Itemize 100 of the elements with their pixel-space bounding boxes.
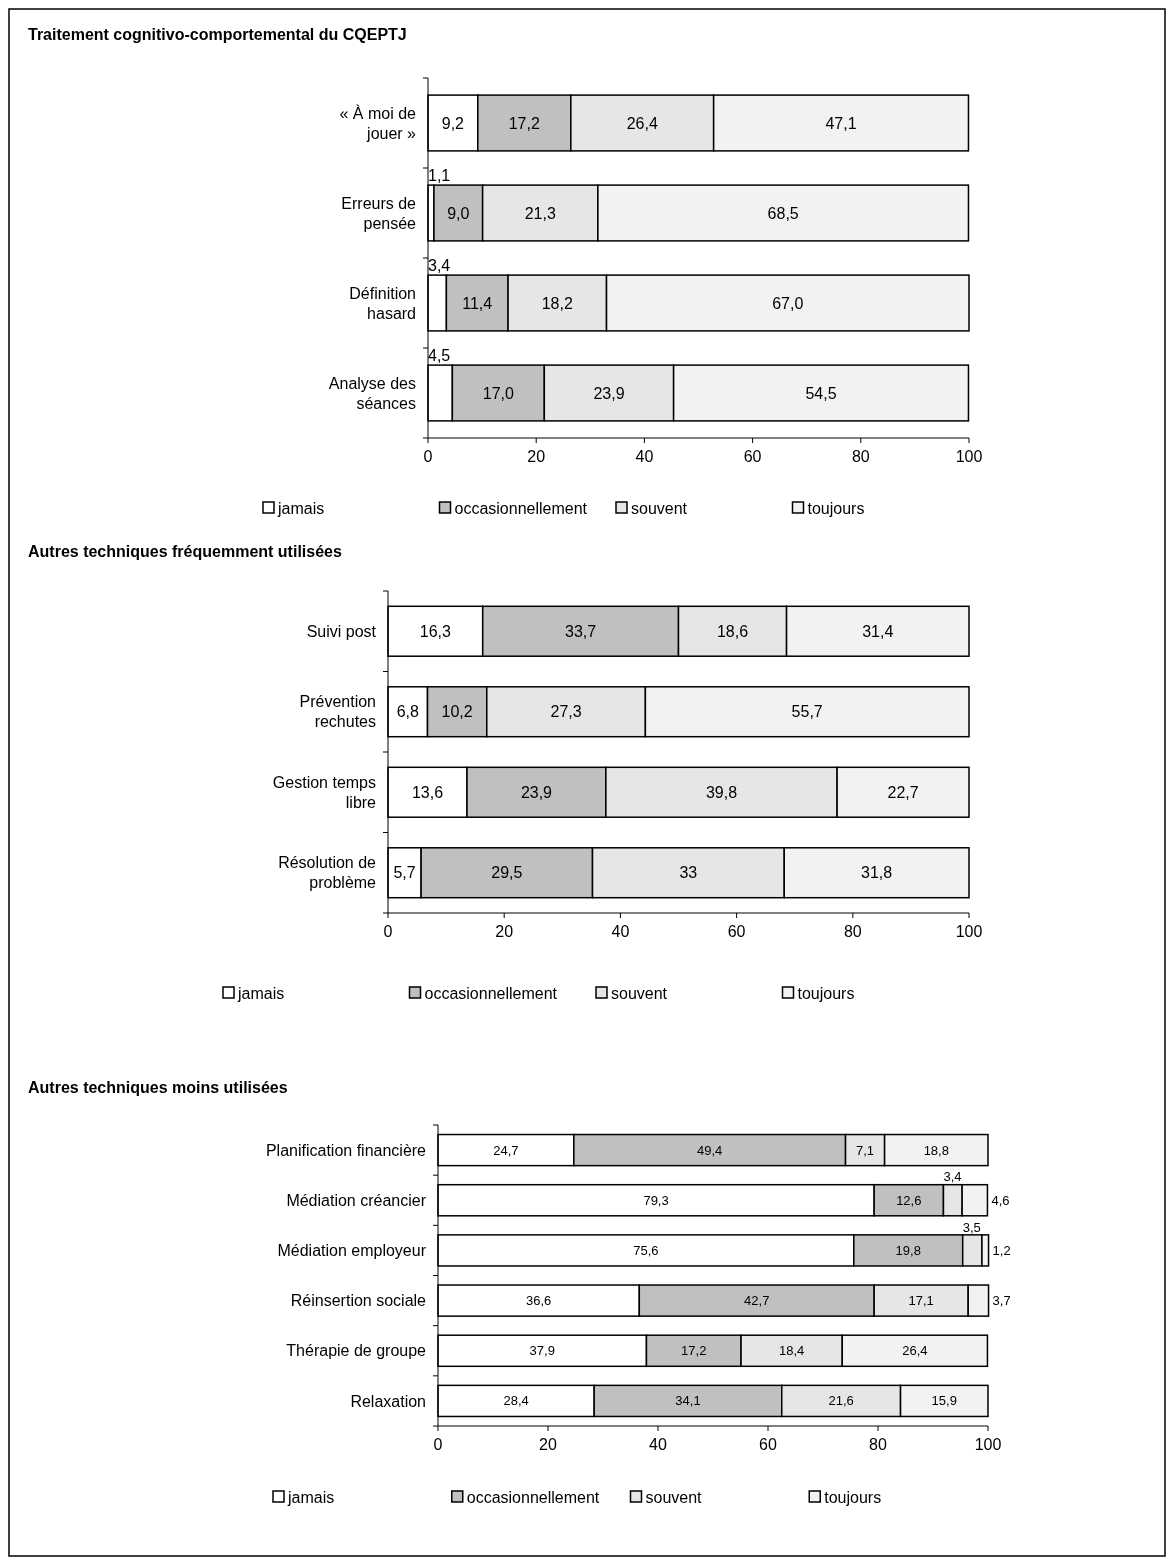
data-label: 39,8 bbox=[705, 783, 738, 801]
legend-label: souvent bbox=[631, 499, 688, 517]
x-tick-label: 20 bbox=[527, 448, 546, 465]
data-label: 47,1 bbox=[825, 114, 857, 132]
data-label: 17,2 bbox=[681, 1343, 707, 1359]
y-tick-label: Résolution de problème bbox=[278, 854, 377, 892]
data-label: 19,8 bbox=[895, 1242, 921, 1258]
legend-label: occasionnellement bbox=[466, 1488, 600, 1506]
data-label: 18,6 bbox=[716, 622, 749, 640]
y-tick-label: Réinsertion sociale bbox=[290, 1292, 427, 1310]
data-label: 4,6 bbox=[991, 1192, 1010, 1208]
text: Autres techniques fréquemment utilisées bbox=[28, 543, 342, 560]
y-tick-label: « À moi de jouer » bbox=[339, 103, 417, 142]
x-tick-label: 40 bbox=[611, 923, 630, 940]
x-tick-label: 80 bbox=[851, 448, 870, 465]
data-label: 1,2 bbox=[992, 1242, 1011, 1258]
text: Autres techniques moins utilisées bbox=[28, 1079, 288, 1096]
y-tick-label: Erreurs de pensée bbox=[341, 194, 417, 232]
legend-label: jamais bbox=[287, 1488, 335, 1506]
x-tick-label: 20 bbox=[495, 923, 514, 940]
text: Traitement cognitivo-comportemental du CQEPTJ bbox=[28, 26, 407, 43]
legend-label: toujours bbox=[807, 499, 865, 517]
data-label: 23,9 bbox=[593, 384, 625, 402]
x-tick-label: 100 bbox=[955, 923, 983, 940]
legend-label: occasionnellement bbox=[454, 499, 588, 517]
data-label: 21,6 bbox=[828, 1393, 854, 1409]
data-label: 3,5 bbox=[962, 1219, 981, 1235]
x-tick-label: 0 bbox=[433, 1436, 443, 1453]
data-label: 55,7 bbox=[791, 703, 823, 721]
data-label: 13,6 bbox=[411, 783, 444, 801]
x-tick-label: 60 bbox=[727, 923, 746, 940]
x-tick-label: 40 bbox=[635, 448, 654, 465]
data-label: 11,4 bbox=[462, 294, 493, 312]
y-tick-label: Médiation créancier bbox=[286, 1191, 427, 1209]
data-label: 24,7 bbox=[493, 1142, 519, 1158]
data-label: 3,4 bbox=[428, 257, 451, 274]
data-label: 34,1 bbox=[675, 1393, 701, 1409]
legend-label: occasionnellement bbox=[424, 984, 558, 1002]
data-label: 23,9 bbox=[520, 783, 553, 801]
data-label: 37,9 bbox=[529, 1343, 555, 1359]
x-tick-label: 100 bbox=[955, 448, 983, 465]
data-label: 49,4 bbox=[697, 1142, 723, 1158]
data-label: 17,2 bbox=[508, 114, 540, 132]
data-label: 28,4 bbox=[503, 1393, 529, 1409]
data-label: 16,3 bbox=[419, 622, 452, 640]
y-tick-label: Définition hasard bbox=[349, 284, 416, 322]
data-label: 31,8 bbox=[861, 864, 893, 882]
data-label: 12,6 bbox=[896, 1192, 922, 1208]
data-label: 67,0 bbox=[772, 294, 804, 312]
y-tick-label: Thérapie de groupe bbox=[286, 1342, 427, 1360]
data-label: 18,4 bbox=[778, 1343, 805, 1359]
y-tick-label: Suivi post bbox=[306, 622, 377, 640]
data-label: 68,5 bbox=[767, 204, 799, 222]
legend-label: souvent bbox=[645, 1488, 703, 1506]
data-label: 7,1 bbox=[856, 1142, 875, 1158]
data-label: 21,3 bbox=[524, 204, 556, 222]
y-tick-label: Planification financière bbox=[265, 1141, 427, 1159]
data-label: 15,9 bbox=[931, 1393, 957, 1409]
data-label: 26,4 bbox=[902, 1343, 928, 1359]
x-tick-label: 20 bbox=[539, 1436, 557, 1453]
legend-label: toujours bbox=[824, 1488, 882, 1506]
legend-label: jamais bbox=[237, 984, 285, 1002]
data-label: 33,7 bbox=[565, 622, 597, 640]
y-tick-label: Gestion temps libre bbox=[272, 773, 377, 811]
data-label: 9,2 bbox=[441, 114, 465, 132]
data-label: 31,4 bbox=[862, 622, 894, 640]
x-tick-label: 40 bbox=[649, 1436, 667, 1453]
x-tick-label: 100 bbox=[974, 1436, 1002, 1453]
data-label: 42,7 bbox=[744, 1293, 770, 1309]
x-tick-label: 60 bbox=[759, 1436, 777, 1453]
data-label: 1,1 bbox=[428, 167, 451, 184]
data-label: 17,0 bbox=[482, 384, 514, 402]
data-label: 10,2 bbox=[441, 703, 473, 721]
x-tick-label: 60 bbox=[743, 448, 762, 465]
y-tick-label: Analyse des séances bbox=[328, 374, 416, 412]
legend-label: jamais bbox=[277, 499, 325, 517]
legend-label: souvent bbox=[611, 984, 668, 1002]
data-label: 5,7 bbox=[393, 864, 416, 882]
data-label: 26,4 bbox=[626, 114, 658, 132]
data-label: 3,7 bbox=[992, 1293, 1011, 1309]
x-tick-label: 80 bbox=[843, 923, 862, 940]
x-tick-label: 0 bbox=[423, 448, 433, 465]
data-label: 27,3 bbox=[550, 703, 582, 721]
data-label: 4,5 bbox=[428, 347, 451, 364]
data-label: 33 bbox=[679, 864, 698, 882]
x-tick-label: 80 bbox=[869, 1436, 887, 1453]
x-tick-label: 0 bbox=[383, 923, 393, 940]
legend-label: toujours bbox=[797, 984, 855, 1002]
data-label: 29,5 bbox=[491, 864, 523, 882]
y-tick-label: Médiation employeur bbox=[277, 1242, 427, 1260]
data-label: 18,8 bbox=[923, 1142, 949, 1158]
data-label: 54,5 bbox=[805, 384, 837, 402]
data-label: 36,6 bbox=[525, 1293, 552, 1309]
data-label: 79,3 bbox=[643, 1192, 669, 1208]
data-label: 9,0 bbox=[447, 204, 470, 222]
y-tick-label: Prévention rechutes bbox=[299, 693, 376, 731]
data-label: 6,8 bbox=[396, 703, 419, 721]
y-tick-label: Relaxation bbox=[350, 1392, 426, 1410]
data-label: 17,1 bbox=[908, 1293, 934, 1309]
data-label: 22,7 bbox=[887, 783, 919, 801]
